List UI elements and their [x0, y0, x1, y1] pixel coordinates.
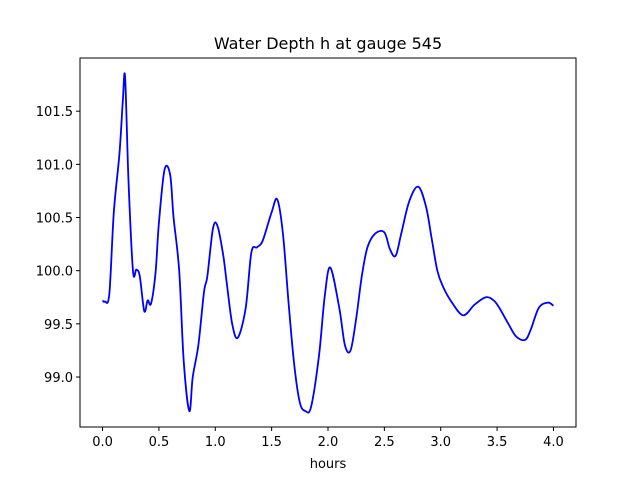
water-depth-series-line [101, 72, 554, 414]
x-tick-label: 1.0 [205, 435, 226, 450]
y-tick-label: 99.0 [44, 371, 73, 386]
y-tick-label: 101.0 [36, 158, 73, 173]
y-tick-label: 100.5 [36, 212, 73, 227]
plot-frame [79, 57, 577, 428]
x-tick-label: 1.5 [261, 435, 282, 450]
x-tick-label: 2.5 [374, 435, 395, 450]
y-axis: 99.0 99.5 100.0 100.5 101.0 101.5 [36, 105, 80, 386]
chart-title: Water Depth h at gauge 545 [214, 34, 442, 53]
y-tick-label: 100.0 [36, 265, 73, 280]
plot-area [101, 72, 554, 414]
x-tick-label: 0.0 [92, 435, 113, 450]
x-axis-label: hours [310, 457, 347, 472]
x-tick-label: 3.0 [430, 435, 451, 450]
y-tick-label: 99.5 [44, 318, 73, 333]
x-tick-label: 3.5 [487, 435, 508, 450]
x-tick-label: 0.5 [149, 435, 170, 450]
x-tick-label: 2.0 [318, 435, 339, 450]
y-tick-label: 101.5 [36, 105, 73, 120]
x-axis: 0.0 0.5 1.0 1.5 2.0 2.5 3.0 3.5 4.0 [92, 427, 564, 450]
x-tick-label: 4.0 [543, 435, 564, 450]
